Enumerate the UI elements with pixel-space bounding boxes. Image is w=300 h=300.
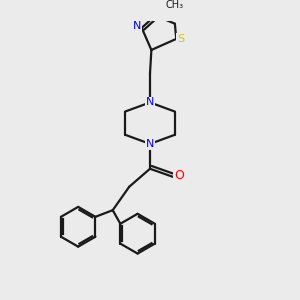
Text: N: N xyxy=(133,22,141,32)
Text: N: N xyxy=(146,98,154,107)
Text: S: S xyxy=(177,34,184,44)
Text: N: N xyxy=(146,139,154,149)
Text: O: O xyxy=(174,169,184,182)
Text: CH₃: CH₃ xyxy=(166,0,184,10)
